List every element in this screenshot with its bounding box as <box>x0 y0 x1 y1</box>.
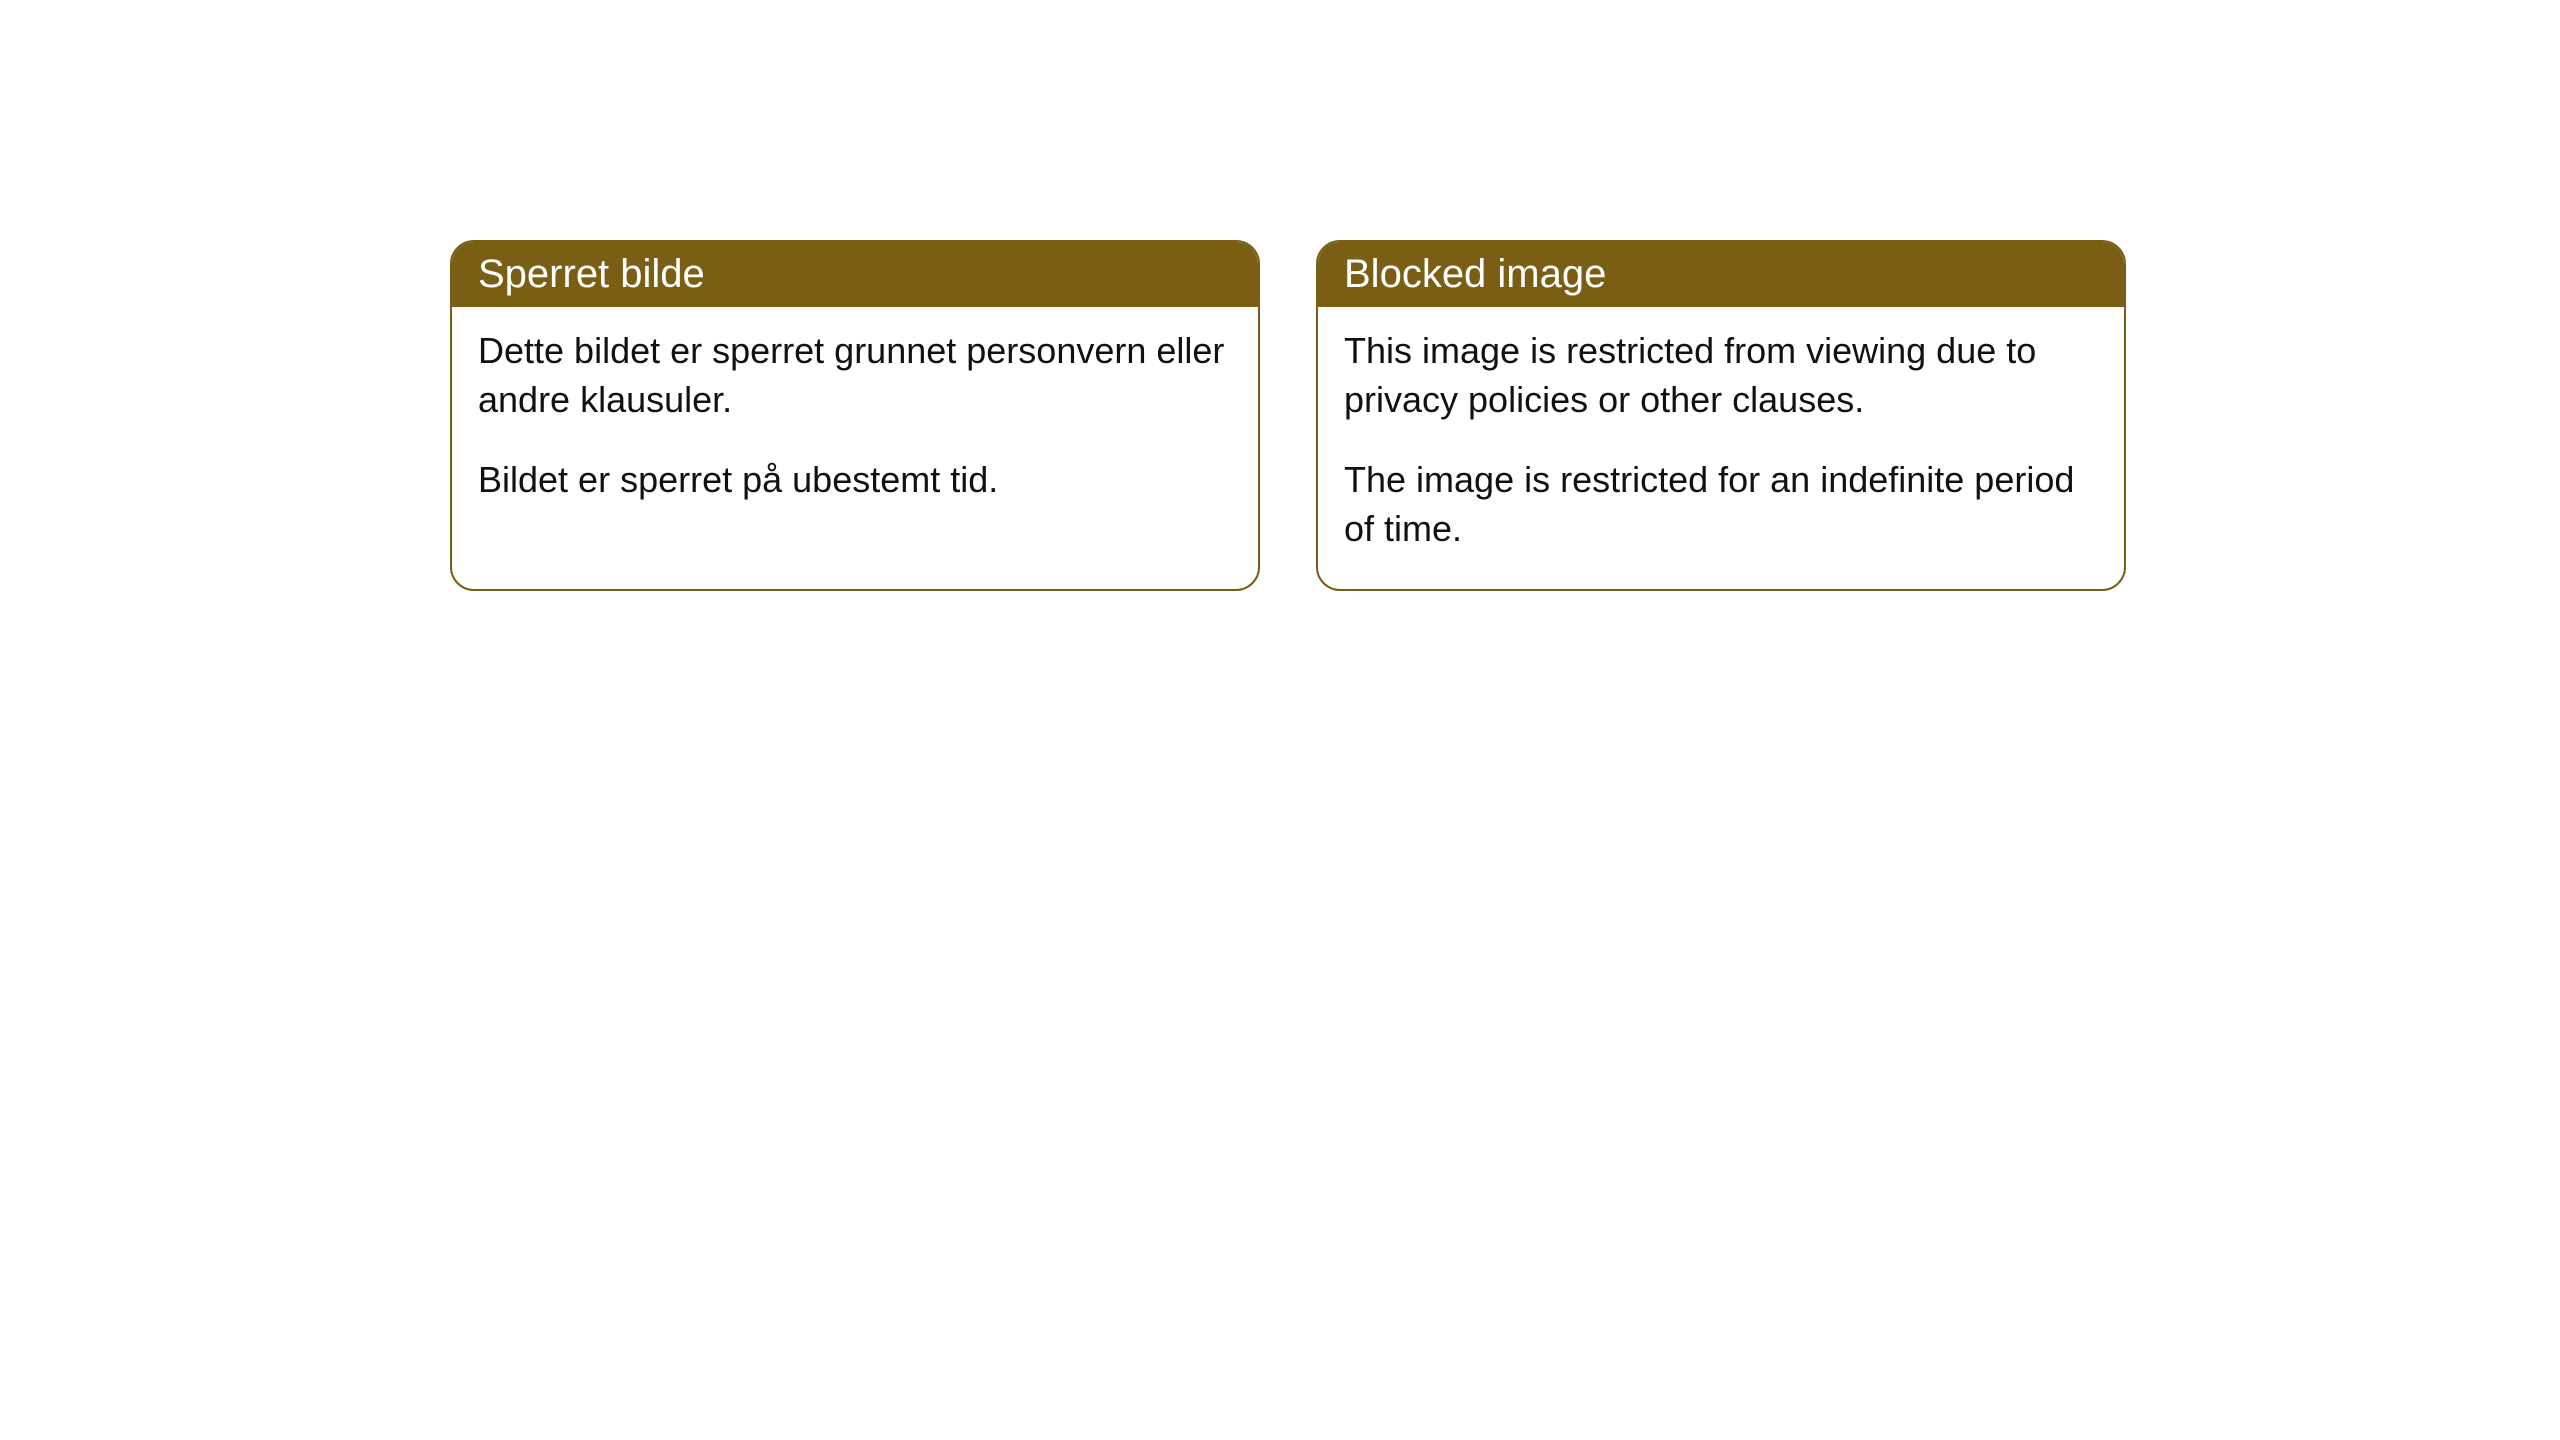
notice-header: Sperret bilde <box>452 242 1258 307</box>
notice-paragraph-1: Dette bildet er sperret grunnet personve… <box>478 327 1232 424</box>
notice-card-english: Blocked image This image is restricted f… <box>1316 240 2126 591</box>
notice-header: Blocked image <box>1318 242 2124 307</box>
notice-paragraph-2: The image is restricted for an indefinit… <box>1344 456 2098 553</box>
notice-body: This image is restricted from viewing du… <box>1318 307 2124 589</box>
notice-title: Blocked image <box>1344 252 1606 296</box>
notice-paragraph-2: Bildet er sperret på ubestemt tid. <box>478 456 1232 505</box>
notice-title: Sperret bilde <box>478 252 705 296</box>
notice-body: Dette bildet er sperret grunnet personve… <box>452 307 1258 541</box>
notice-paragraph-1: This image is restricted from viewing du… <box>1344 327 2098 424</box>
notice-container: Sperret bilde Dette bildet er sperret gr… <box>450 240 2126 591</box>
notice-card-norwegian: Sperret bilde Dette bildet er sperret gr… <box>450 240 1260 591</box>
